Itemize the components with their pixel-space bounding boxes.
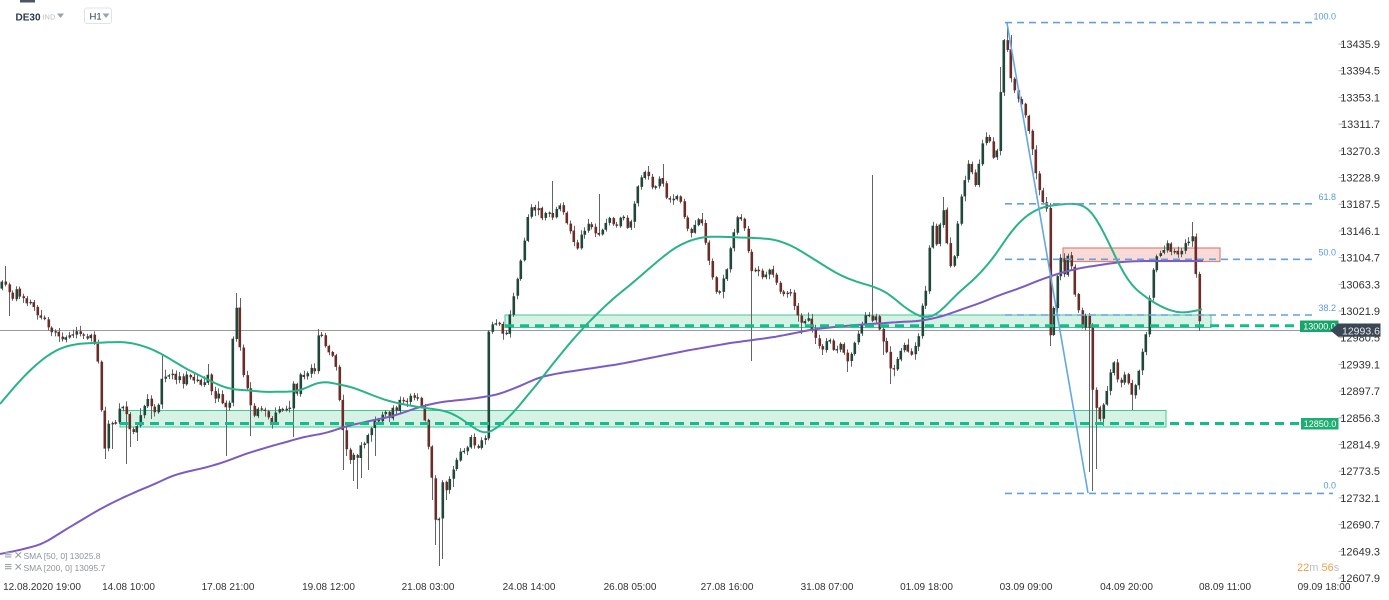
svg-text:12732.1: 12732.1 (1340, 493, 1380, 505)
svg-text:13270.3: 13270.3 (1340, 146, 1380, 158)
svg-text:04.09 20:00: 04.09 20:00 (1100, 582, 1153, 593)
svg-text:27.08 16:00: 27.08 16:00 (701, 582, 754, 593)
svg-text:08.09 11:00: 08.09 11:00 (1199, 582, 1252, 593)
svg-text:13311.7: 13311.7 (1341, 119, 1380, 131)
svg-text:19.08 12:00: 19.08 12:00 (302, 582, 355, 593)
svg-text:12850.0: 12850.0 (1304, 419, 1337, 429)
svg-text:03.09 09:00: 03.09 09:00 (1000, 582, 1053, 593)
svg-text:12993.6: 12993.6 (1342, 326, 1380, 338)
svg-text:13435.9: 13435.9 (1340, 39, 1380, 51)
svg-text:12690.7: 12690.7 (1340, 520, 1380, 532)
svg-text:13187.5: 13187.5 (1340, 199, 1380, 211)
svg-text:12814.9: 12814.9 (1340, 440, 1380, 452)
svg-text:21.08 03:00: 21.08 03:00 (402, 582, 455, 593)
svg-text:12773.5: 12773.5 (1340, 466, 1380, 478)
svg-text:26.08 05:00: 26.08 05:00 (604, 582, 657, 593)
svg-text:12607.9: 12607.9 (1340, 573, 1380, 585)
svg-text:13000.0: 13000.0 (1303, 321, 1336, 331)
svg-text:09.09 18:00: 09.09 18:00 (1298, 582, 1351, 593)
svg-text:13021.9: 13021.9 (1340, 306, 1380, 318)
svg-text:31.08 07:00: 31.08 07:00 (801, 582, 854, 593)
svg-text:13394.5: 13394.5 (1340, 66, 1380, 78)
svg-text:13228.9: 13228.9 (1340, 173, 1380, 185)
svg-text:22m 56s: 22m 56s (1297, 562, 1340, 574)
svg-text:17.08 21:00: 17.08 21:00 (202, 582, 255, 593)
svg-text:SMA [50, 0] 13025.8: SMA [50, 0] 13025.8 (24, 551, 101, 561)
svg-text:12.08.2020 19:00: 12.08.2020 19:00 (3, 582, 81, 593)
svg-text:0.0: 0.0 (1323, 481, 1336, 491)
svg-text:12897.7: 12897.7 (1340, 386, 1380, 398)
svg-text:01.09 18:00: 01.09 18:00 (900, 582, 953, 593)
svg-text:13353.1: 13353.1 (1340, 92, 1380, 104)
svg-text:14.08 10:00: 14.08 10:00 (102, 582, 155, 593)
svg-text:H1: H1 (90, 12, 102, 23)
svg-text:24.08 14:00: 24.08 14:00 (503, 582, 556, 593)
svg-text:100.0: 100.0 (1313, 12, 1336, 22)
svg-text:61.8: 61.8 (1318, 192, 1336, 202)
svg-text:50.0: 50.0 (1318, 248, 1336, 258)
svg-text:38.2: 38.2 (1318, 303, 1336, 313)
svg-text:12856.3: 12856.3 (1340, 413, 1380, 425)
svg-text:13063.3: 13063.3 (1340, 279, 1380, 291)
svg-text:DE30: DE30 (16, 13, 41, 24)
svg-text:13104.7: 13104.7 (1340, 253, 1380, 265)
svg-text:13146.1: 13146.1 (1340, 226, 1380, 238)
svg-text:SMA [200, 0] 13095.7: SMA [200, 0] 13095.7 (24, 563, 106, 573)
svg-text:12649.3: 12649.3 (1340, 546, 1380, 558)
svg-text:12939.1: 12939.1 (1340, 359, 1380, 371)
svg-text:IND: IND (43, 15, 56, 22)
